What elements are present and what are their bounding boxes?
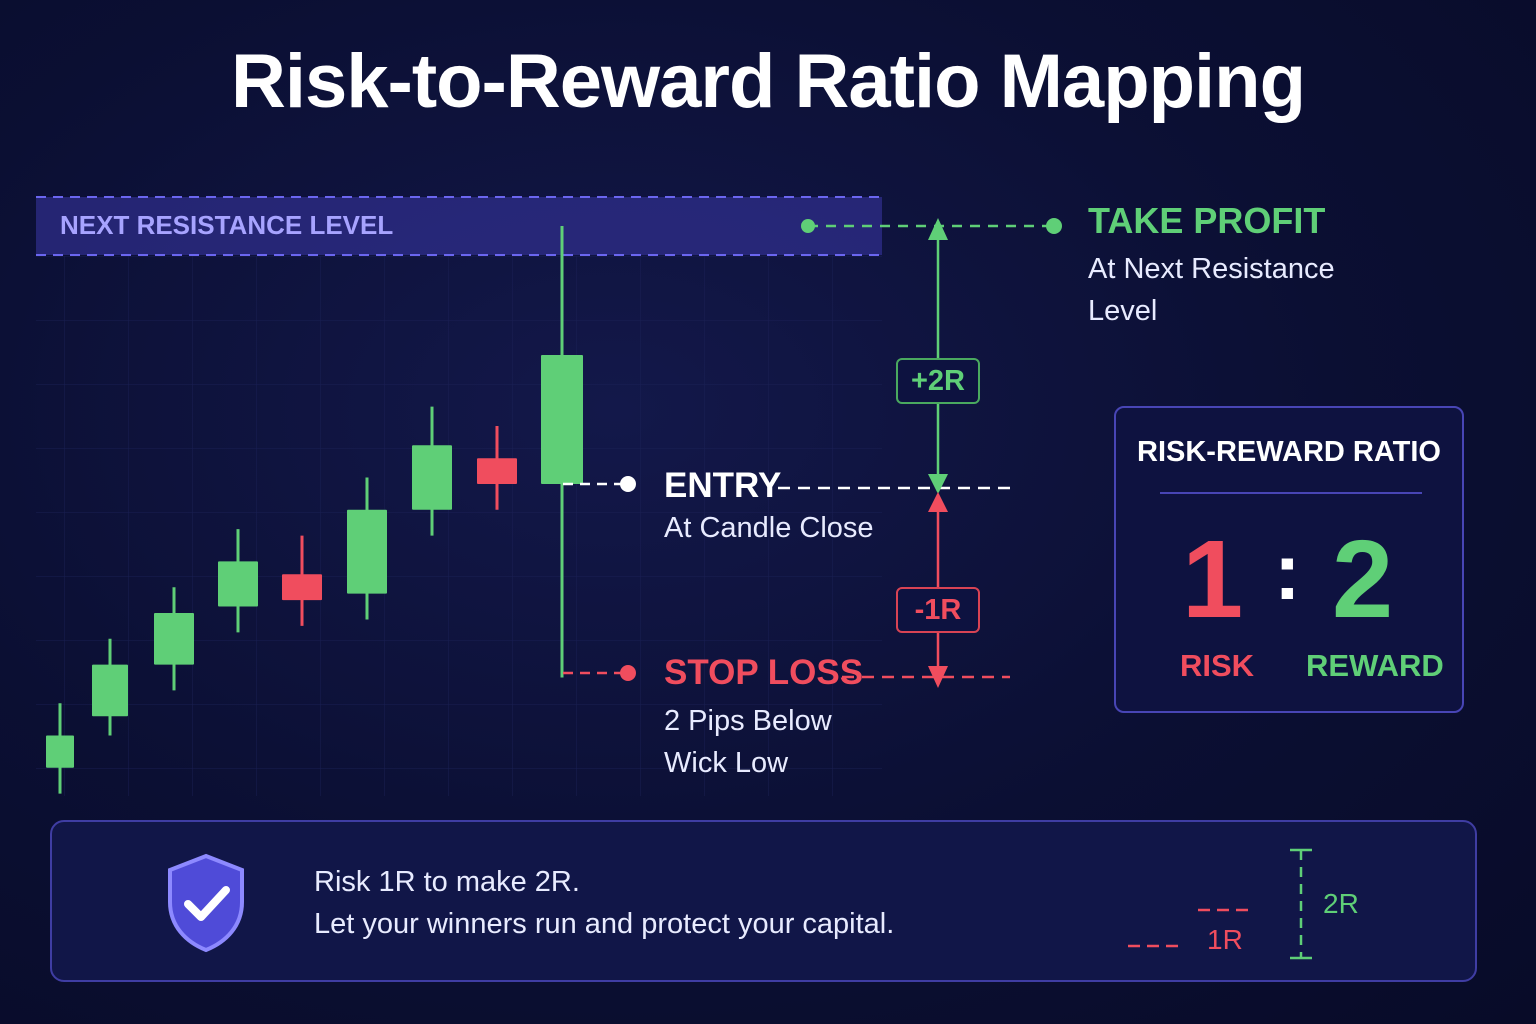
bullish-candle [541, 355, 583, 484]
ratio-reward-label: REWARD [1306, 648, 1444, 683]
take-profit-line2: Level [1088, 295, 1158, 327]
ratio-risk-value: 1 [1182, 518, 1244, 641]
shield-check-icon [168, 853, 244, 953]
entry-dot [620, 476, 636, 492]
mini-risk-label: 1R [1207, 924, 1243, 955]
entry-description: At Candle Close [664, 512, 874, 544]
entry-heading: ENTRY [664, 466, 782, 505]
reward-arrow-up-head [928, 218, 948, 240]
take-profit-heading: TAKE PROFIT [1088, 200, 1326, 241]
mini-ratio-diagram [1128, 848, 1312, 960]
resistance-zone [36, 197, 882, 255]
bullish-candle [347, 509, 387, 594]
candles [46, 226, 583, 794]
take-profit-dot-left [801, 219, 815, 233]
bullish-candle [412, 445, 452, 510]
page-title: Risk-to-Reward Ratio Mapping [230, 39, 1306, 124]
ratio-card-title: RISK-REWARD RATIO [1137, 436, 1441, 468]
take-profit-description: At Next Resistance Level [1088, 248, 1335, 332]
ratio-card: RISK-REWARD RATIO 1 : 2 RISK REWARD [1114, 406, 1464, 713]
take-profit-line1: At Next Resistance [1088, 253, 1335, 285]
stop-loss-line2: Wick Low [664, 747, 789, 779]
stop-loss-line1: 2 Pips Below [664, 705, 832, 737]
ratio-card-divider [1160, 492, 1422, 494]
bullish-candle [154, 613, 194, 665]
bullish-candle [92, 664, 128, 717]
risk-arrow-down-head [928, 666, 948, 688]
stop-loss-description: 2 Pips Below Wick Low [664, 700, 832, 784]
footer-banner: Risk 1R to make 2R. Let your winners run… [50, 820, 1477, 982]
take-profit-dot-right [1046, 218, 1062, 234]
bearish-candle [477, 458, 517, 484]
bearish-candle [282, 574, 322, 601]
bullish-candle [46, 735, 74, 768]
ratio-separator: : [1274, 527, 1301, 616]
risk-arrow-up-head [928, 492, 948, 512]
footer-line2: Let your winners run and protect your ca… [314, 908, 895, 940]
mini-reward-label: 2R [1323, 888, 1359, 919]
ratio-reward-value: 2 [1332, 518, 1394, 641]
reward-arrow-down-head [928, 474, 948, 494]
stop-loss-heading: STOP LOSS [664, 653, 864, 692]
ratio-risk-label: RISK [1180, 648, 1255, 683]
stop-loss-dot [620, 665, 636, 681]
chart-grid [36, 256, 882, 796]
footer-line1: Risk 1R to make 2R. [314, 866, 580, 898]
resistance-label: NEXT RESISTANCE LEVEL [60, 210, 394, 240]
bullish-candle [218, 561, 258, 607]
risk-marker: -1R [896, 587, 980, 633]
reward-marker: +2R [896, 358, 980, 404]
